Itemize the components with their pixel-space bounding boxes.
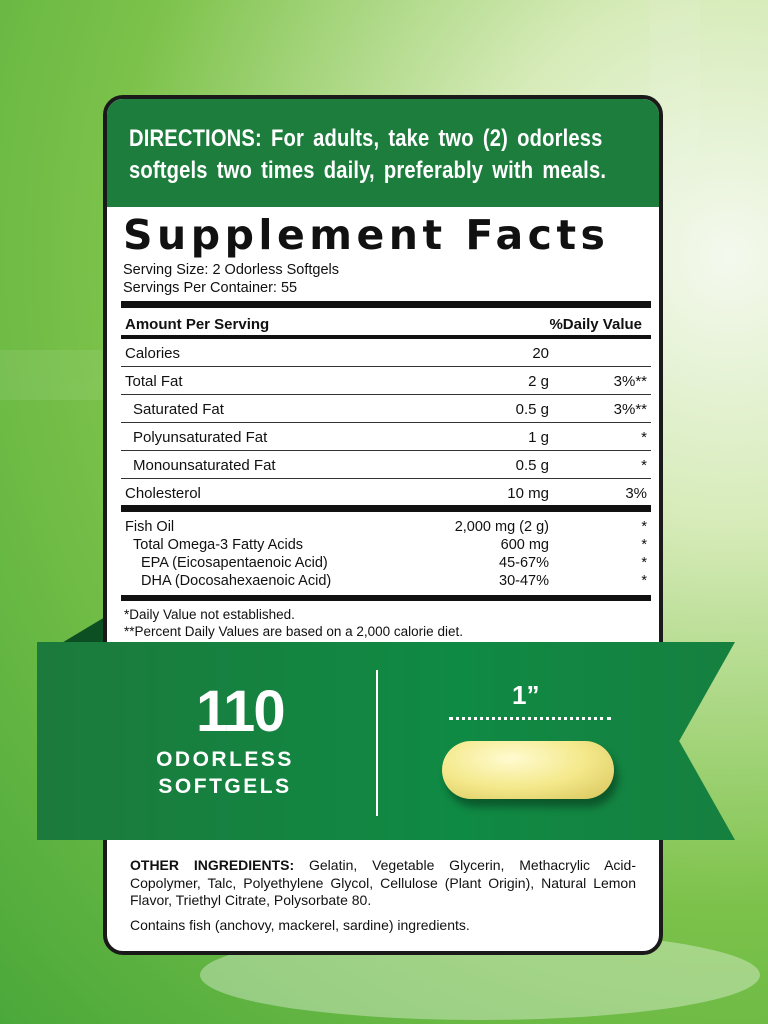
directions-text: DIRECTIONS: For adults, take two (2) odo… <box>129 125 607 184</box>
nutrient-dv: 3%** <box>613 401 647 418</box>
ribbon-divider <box>376 670 378 816</box>
nutrient-dv: * <box>641 519 647 535</box>
serving-size: Serving Size: 2 Odorless Softgels <box>123 262 339 278</box>
thick-divider <box>121 595 651 601</box>
nutrient-dv: * <box>641 573 647 589</box>
nutrient-dv: * <box>641 537 647 553</box>
servings-per-container: Servings Per Container: 55 <box>123 280 298 296</box>
nutrient-amount: 0.5 g <box>515 401 549 418</box>
nutrient-name: Total Omega-3 Fatty Acids <box>133 537 304 553</box>
softgel-size: 1” <box>512 680 540 710</box>
other-ingredients-label: OTHER INGREDIENTS: <box>130 857 295 873</box>
thick-divider <box>121 505 651 512</box>
facts-row: Cholesterol 10 mg 3% <box>121 479 651 507</box>
nutrient-name: Saturated Fat <box>133 401 224 418</box>
nutrient-name: Calories <box>125 345 181 362</box>
other-ingredients: OTHER INGREDIENTS: Gelatin, Vegetable Gl… <box>130 857 636 934</box>
directions-banner: DIRECTIONS: For adults, take two (2) odo… <box>107 99 659 207</box>
count-ribbon <box>37 642 735 840</box>
softgel-count: 110 <box>196 679 286 744</box>
facts-title: Supplement Facts <box>123 211 610 259</box>
oil-row: Total Omega-3 Fatty Acids 600 mg * <box>121 537 651 555</box>
nutrient-dv: 3% <box>625 485 647 502</box>
nutrient-dv: * <box>641 555 647 571</box>
amount-header: Amount Per Serving <box>125 316 270 333</box>
facts-row: Polyunsaturated Fat 1 g * <box>121 423 651 451</box>
nutrient-name: Total Fat <box>125 373 183 390</box>
nutrient-amount: 600 mg <box>500 537 549 553</box>
footnote: *Daily Value not established. <box>124 607 295 622</box>
nutrient-name: Fish Oil <box>125 519 175 535</box>
oil-row: DHA (Docosahexaenoic Acid) 30-47% * <box>121 573 651 591</box>
allergen-statement: Contains fish (anchovy, mackerel, sardin… <box>130 916 470 933</box>
nutrient-name: EPA (Eicosapentaenoic Acid) <box>141 555 328 571</box>
divider <box>121 335 651 339</box>
facts-row: Monounsaturated Fat 0.5 g * <box>121 451 651 479</box>
nutrient-amount: 2 g <box>528 373 549 390</box>
oil-row: Fish Oil 2,000 mg (2 g) * <box>121 519 651 537</box>
other-ingredients-text: Gelatin, Vegetable Glycerin, Methacrylic… <box>130 857 636 908</box>
nutrient-dv: * <box>641 429 647 446</box>
softgel-image <box>442 741 614 799</box>
softgel-label: ODORLESS SOFTGELS <box>150 746 300 800</box>
nutrient-amount: 2,000 mg (2 g) <box>454 519 549 535</box>
nutrient-amount: 10 mg <box>507 485 549 502</box>
softgel-label-line: ODORLESS <box>156 748 294 771</box>
facts-row: Calories 20 <box>121 339 651 367</box>
nutrient-amount: 0.5 g <box>515 457 549 474</box>
dv-header: %Daily Value <box>549 316 642 333</box>
facts-row: Saturated Fat 0.5 g 3%** <box>121 395 651 423</box>
nutrient-dv: * <box>641 457 647 474</box>
nutrient-name: DHA (Docosahexaenoic Acid) <box>141 573 332 589</box>
footnote: **Percent Daily Values are based on a 2,… <box>124 624 463 639</box>
oil-row: EPA (Eicosapentaenoic Acid) 45-67% * <box>121 555 651 573</box>
thick-divider <box>121 301 651 308</box>
size-measure-line <box>449 717 611 720</box>
nutrient-amount: 20 <box>532 345 549 362</box>
nutrient-amount: 1 g <box>528 429 549 446</box>
nutrient-name: Cholesterol <box>125 485 201 502</box>
nutrient-amount: 30-47% <box>499 573 549 589</box>
nutrient-name: Monounsaturated Fat <box>133 457 276 474</box>
facts-row: Total Fat 2 g 3%** <box>121 367 651 395</box>
nutrient-amount: 45-67% <box>499 555 549 571</box>
softgel-label-line: SOFTGELS <box>158 775 292 798</box>
nutrient-name: Polyunsaturated Fat <box>133 429 268 446</box>
nutrient-dv: 3%** <box>613 373 647 390</box>
